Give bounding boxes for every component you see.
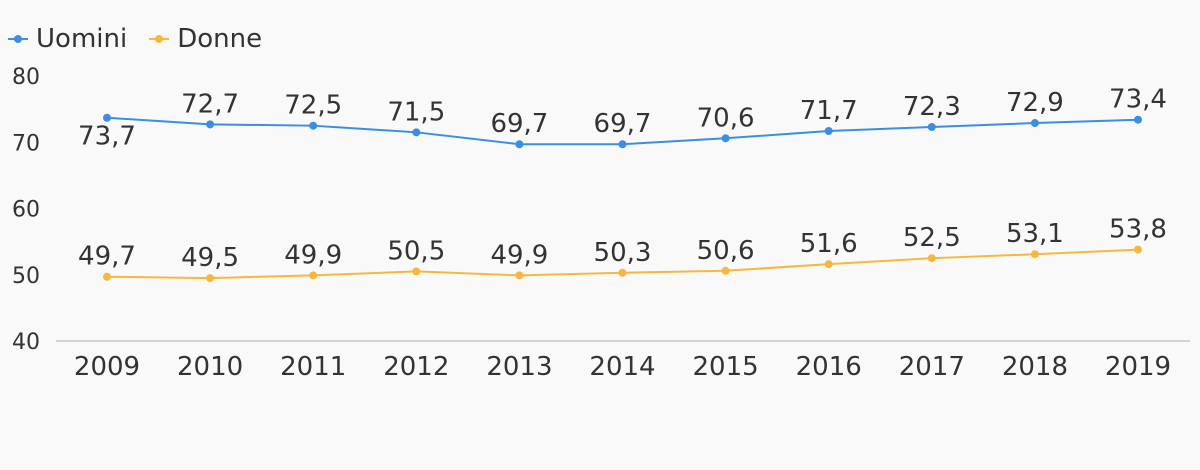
data-label: 49,5 (181, 243, 239, 273)
x-tick-label: 2009 (74, 352, 140, 382)
x-tick-label: 2018 (1002, 352, 1068, 382)
x-tick-label: 2012 (383, 352, 449, 382)
data-label: 69,7 (594, 109, 652, 139)
data-point (412, 128, 421, 137)
data-point (824, 260, 833, 269)
data-point (721, 134, 730, 143)
data-point (927, 123, 936, 132)
data-point (515, 140, 524, 149)
legend-item-donne[interactable]: Donne (149, 24, 262, 54)
x-tick-label: 2013 (486, 352, 552, 382)
data-point (103, 272, 111, 281)
x-tick-label: 2015 (693, 352, 759, 382)
y-tick-label: 40 (12, 330, 40, 355)
data-point (824, 126, 833, 135)
data-point (1030, 250, 1039, 259)
data-label: 50,3 (594, 238, 652, 268)
data-point (618, 140, 627, 149)
x-tick-label: 2017 (899, 352, 965, 382)
data-label: 72,7 (181, 89, 239, 119)
y-tick-label: 70 (12, 131, 40, 156)
data-label: 70,6 (697, 103, 755, 133)
data-point (1134, 245, 1142, 254)
data-label: 73,7 (78, 122, 136, 152)
data-point (721, 266, 730, 275)
legend-label-uomini: Uomini (36, 24, 128, 54)
data-point (206, 120, 215, 129)
data-label: 52,5 (903, 223, 961, 253)
data-label: 72,3 (903, 92, 961, 122)
data-label: 73,4 (1109, 85, 1167, 115)
data-label: 49,7 (78, 242, 136, 272)
legend-swatch-uomini (8, 32, 28, 46)
data-label: 49,9 (490, 240, 548, 270)
data-point (206, 274, 215, 283)
data-label: 50,6 (697, 236, 755, 266)
data-point (309, 121, 318, 130)
data-label: 53,8 (1109, 215, 1167, 245)
data-label: 72,9 (1006, 88, 1064, 118)
data-label: 51,6 (800, 229, 858, 259)
data-point (103, 113, 111, 122)
data-label: 71,7 (800, 96, 858, 126)
data-label: 71,5 (387, 97, 445, 127)
x-tick-label: 2019 (1105, 352, 1171, 382)
x-tick-label: 2014 (589, 352, 655, 382)
y-tick-label: 50 (12, 264, 40, 289)
x-tick-label: 2016 (796, 352, 862, 382)
legend-swatch-donne (149, 32, 170, 46)
data-label: 53,1 (1006, 219, 1064, 249)
data-label: 72,5 (284, 91, 342, 121)
data-point (515, 271, 524, 280)
legend-item-uomini[interactable]: Uomini (8, 24, 127, 54)
data-point (1030, 119, 1039, 128)
data-point (309, 271, 318, 280)
data-label: 49,9 (284, 240, 342, 270)
y-tick-label: 60 (12, 198, 40, 223)
x-tick-label: 2011 (280, 352, 346, 382)
legend-label-donne: Donne (177, 24, 263, 54)
data-point (927, 254, 936, 263)
y-tick-label: 80 (12, 65, 40, 90)
legend: Uomini Donne (8, 24, 284, 54)
x-tick-label: 2010 (177, 352, 243, 382)
data-point (1134, 115, 1142, 124)
data-point (412, 267, 421, 276)
data-label: 50,5 (387, 236, 445, 266)
data-point (618, 268, 627, 277)
data-label: 69,7 (490, 109, 548, 139)
